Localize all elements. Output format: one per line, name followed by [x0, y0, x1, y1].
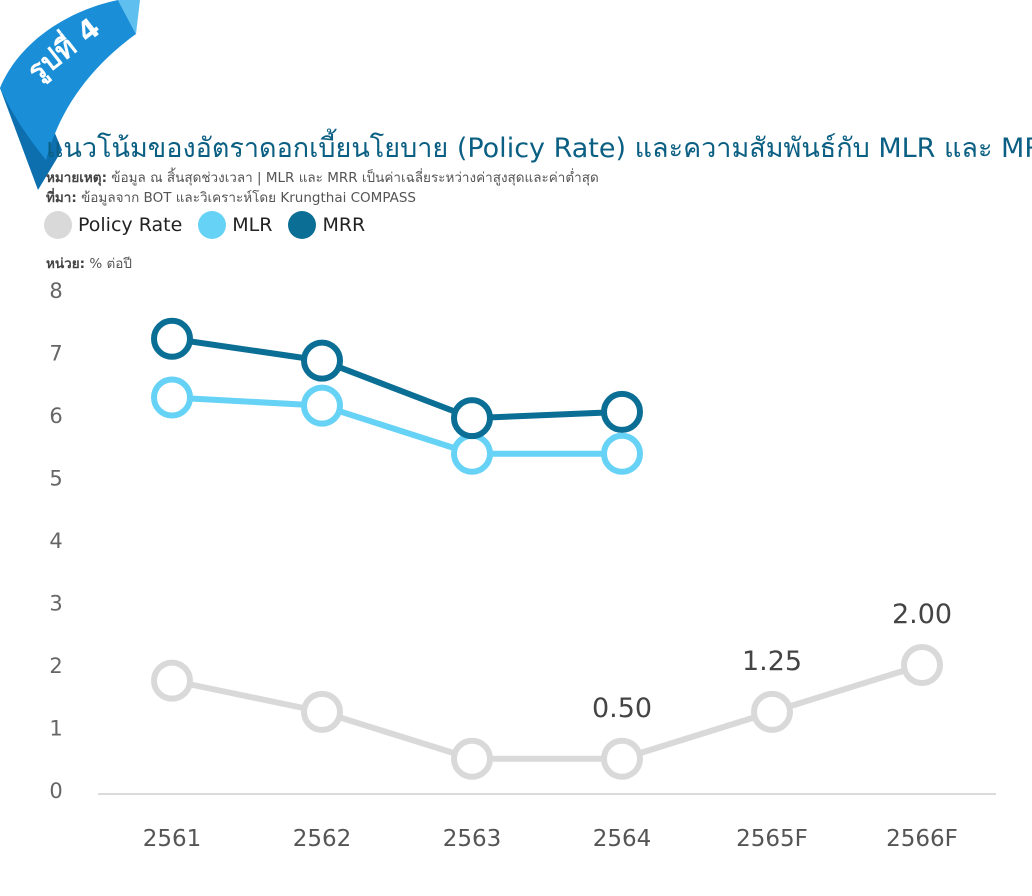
- y-tick-label: 7: [49, 342, 62, 366]
- data-point-mrr: [151, 317, 193, 360]
- y-tick-label: 8: [49, 279, 62, 303]
- source-label: ที่มา:: [46, 190, 77, 206]
- x-tick-label: 2563: [443, 826, 502, 852]
- data-point-mlr: [601, 432, 643, 475]
- data-point-policy-rate: [901, 644, 943, 686]
- y-tick-label: 2: [49, 654, 62, 678]
- series-line-mrr: [171, 335, 623, 422]
- unit-note: หน่วย: % ต่อปี: [46, 252, 132, 274]
- x-tick-label: 2561: [143, 826, 202, 852]
- data-point-policy-rate: [451, 737, 493, 780]
- legend-item-mrr: MRR: [288, 211, 365, 239]
- data-point-mrr: [601, 390, 643, 433]
- legend-swatch-mrr: [288, 211, 317, 239]
- data-point-policy-rate: [751, 690, 793, 733]
- y-tick-label: 6: [49, 404, 62, 428]
- y-tick-label: 4: [49, 529, 62, 553]
- legend-item-policy-rate: Policy Rate: [44, 211, 182, 239]
- legend-label-mrr: MRR: [322, 214, 366, 236]
- note-text: ข้อมูล ณ สิ้นสุดช่วงเวลา | MLR และ MRR เ…: [111, 170, 599, 186]
- y-tick-label: 0: [49, 779, 62, 803]
- x-tick-label: 2564: [593, 826, 652, 852]
- data-point-mlr: [301, 384, 343, 427]
- legend-swatch-mlr: [198, 211, 227, 239]
- x-tick-label: 2562: [293, 826, 352, 852]
- unit-label: หน่วย:: [46, 256, 86, 272]
- legend-label-policy-rate: Policy Rate: [78, 214, 183, 236]
- data-point-mlr: [451, 432, 493, 475]
- note-label: หมายเหตุ:: [46, 170, 107, 186]
- data-point-policy-rate: [301, 690, 343, 733]
- data-point-mrr: [301, 339, 343, 382]
- x-tick-label: 2565F: [736, 826, 808, 852]
- data-label-policy-rate: 2.00: [892, 599, 952, 630]
- data-label-policy-rate: 0.50: [592, 693, 652, 724]
- figure-badge-ribbon: [0, 0, 140, 190]
- series-line-mlr: [171, 394, 622, 457]
- series-line-policy-rate: [171, 662, 923, 762]
- legend-label-mlr: MLR: [232, 214, 273, 236]
- chart-legend: Policy Rate MLR MRR: [44, 211, 381, 239]
- chart-note: หมายเหตุ: ข้อมูล ณ สิ้นสุดช่วงเวลา | MLR…: [46, 166, 599, 188]
- unit-text: % ต่อปี: [89, 256, 132, 272]
- legend-swatch-policy-rate: [44, 211, 72, 239]
- source-text: ข้อมูลจาก BOT และวิเคราะห์โดย Krungthai …: [81, 190, 416, 206]
- data-point-mlr: [151, 376, 193, 419]
- y-tick-label: 5: [49, 467, 62, 491]
- chart-source: ที่มา: ข้อมูลจาก BOT และวิเคราะห์โดย Kru…: [46, 186, 416, 208]
- x-tick-label: 2566F: [886, 826, 958, 852]
- data-point-mrr: [451, 397, 493, 440]
- y-tick-label: 3: [49, 592, 62, 616]
- chart-title: แนวโน้มของอัตราดอกเบี้ยนโยบาย (Policy Ra…: [46, 133, 1032, 164]
- y-tick-label: 1: [49, 717, 62, 741]
- data-point-policy-rate: [601, 737, 643, 780]
- legend-item-mlr: MLR: [198, 211, 272, 239]
- data-point-policy-rate: [151, 659, 193, 702]
- data-label-policy-rate: 1.25: [742, 646, 802, 677]
